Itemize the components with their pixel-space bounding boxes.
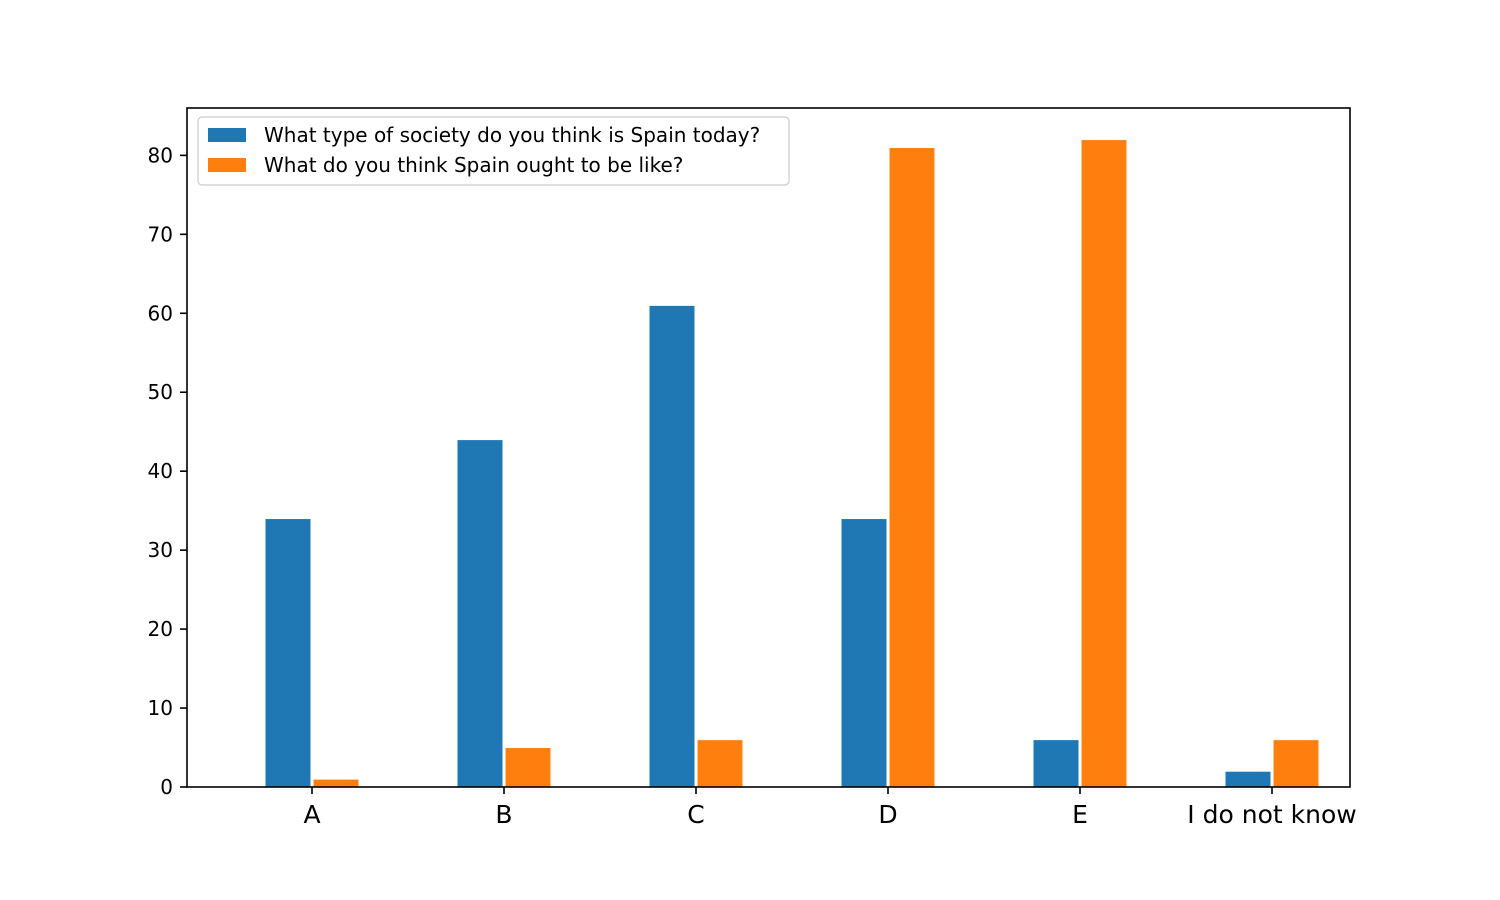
y-tick-label: 50 [148, 380, 173, 404]
y-tick-label: 40 [148, 459, 173, 483]
bar-series2-i-do-not-know [1272, 739, 1320, 788]
legend-swatch-ought [208, 158, 246, 172]
bar-series2-e [1080, 139, 1128, 788]
bar-series2-d [888, 146, 936, 788]
y-tick-label: 70 [148, 222, 173, 246]
x-tick-label: C [687, 800, 704, 829]
y-tick-label: 80 [148, 143, 173, 167]
y-tick-label: 30 [148, 538, 173, 562]
bar-series1-c [648, 304, 696, 788]
bar-series2-c [696, 739, 744, 788]
legend-swatch-today [208, 128, 246, 142]
bar-series1-i-do-not-know [1224, 770, 1272, 788]
plot-frame [186, 107, 1351, 788]
y-tick-label: 10 [148, 696, 173, 720]
y-axis-ticks: 0 10 20 30 40 50 60 70 80 [148, 143, 187, 799]
x-tick-label: D [878, 800, 897, 829]
x-tick-label: A [303, 800, 320, 829]
legend-box [197, 116, 790, 186]
y-tick-label: 0 [160, 775, 173, 799]
bar-series1-e [1032, 739, 1080, 788]
x-tick-label: E [1072, 800, 1088, 829]
bars-group [264, 139, 1320, 788]
bar-series2-b [504, 747, 552, 788]
x-tick-label: B [495, 800, 512, 829]
bar-series1-a [264, 518, 312, 788]
y-tick-label: 20 [148, 617, 173, 641]
bar-series1-b [456, 439, 504, 788]
bar-series2-a [312, 778, 360, 788]
legend-label-ought: What do you think Spain ought to be like… [264, 153, 683, 177]
x-axis-ticks: A B C D E I do not know [303, 787, 1357, 829]
y-tick-label: 60 [148, 301, 173, 325]
x-tick-label: I do not know [1187, 800, 1356, 829]
legend-label-today: What type of society do you think is Spa… [264, 123, 760, 147]
bar-series1-d [840, 518, 888, 788]
legend: What type of society do you think is Spa… [197, 116, 790, 186]
